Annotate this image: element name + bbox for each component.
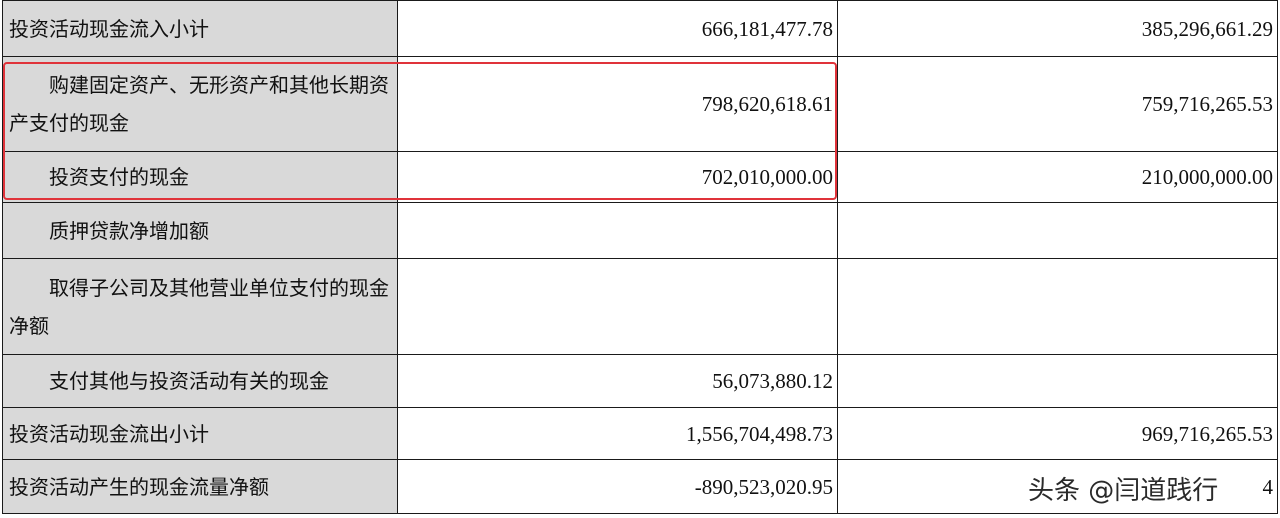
prior-period-value [837,354,1278,408]
current-period-value: 1,556,704,498.73 [397,407,838,460]
current-period-value: -890,523,020.95 [397,459,838,514]
table-row: 投资活动现金流出小计 1,556,704,498.73 969,716,265.… [2,407,1278,460]
row-label: 投资活动现金流入小计 [2,0,398,57]
prior-period-value [837,258,1278,355]
table-row: 投资活动现金流入小计 666,181,477.78 385,296,661.29 [2,0,1278,57]
table-row: 投资支付的现金 702,010,000.00 210,000,000.00 [2,151,1278,203]
current-period-value [397,258,838,355]
prior-period-value: 4 [837,459,1278,514]
current-period-value [397,202,838,259]
table-row: 取得子公司及其他营业单位支付的现金净额 [2,258,1278,355]
table-row: 支付其他与投资活动有关的现金 56,073,880.12 [2,354,1278,408]
prior-period-value: 210,000,000.00 [837,151,1278,203]
table-row: 购建固定资产、无形资产和其他长期资产支付的现金 798,620,618.61 7… [2,56,1278,152]
row-label: 质押贷款净增加额 [2,202,398,259]
current-period-value: 798,620,618.61 [397,56,838,152]
prior-period-value [837,202,1278,259]
prior-period-value: 969,716,265.53 [837,407,1278,460]
current-period-value: 666,181,477.78 [397,0,838,57]
row-label: 支付其他与投资活动有关的现金 [2,354,398,408]
prior-period-value: 385,296,661.29 [837,0,1278,57]
current-period-value: 56,073,880.12 [397,354,838,408]
table-row: 投资活动产生的现金流量净额 -890,523,020.95 4 [2,459,1278,514]
row-label: 取得子公司及其他营业单位支付的现金净额 [2,258,398,355]
row-label: 投资活动现金流出小计 [2,407,398,460]
current-period-value: 702,010,000.00 [397,151,838,203]
watermark: 头条 @闫道践行 [1028,476,1219,506]
table-row: 质押贷款净增加额 [2,202,1278,259]
row-label: 投资支付的现金 [2,151,398,203]
prior-period-value: 759,716,265.53 [837,56,1278,152]
row-label: 购建固定资产、无形资产和其他长期资产支付的现金 [2,56,398,152]
row-label: 投资活动产生的现金流量净额 [2,459,398,514]
